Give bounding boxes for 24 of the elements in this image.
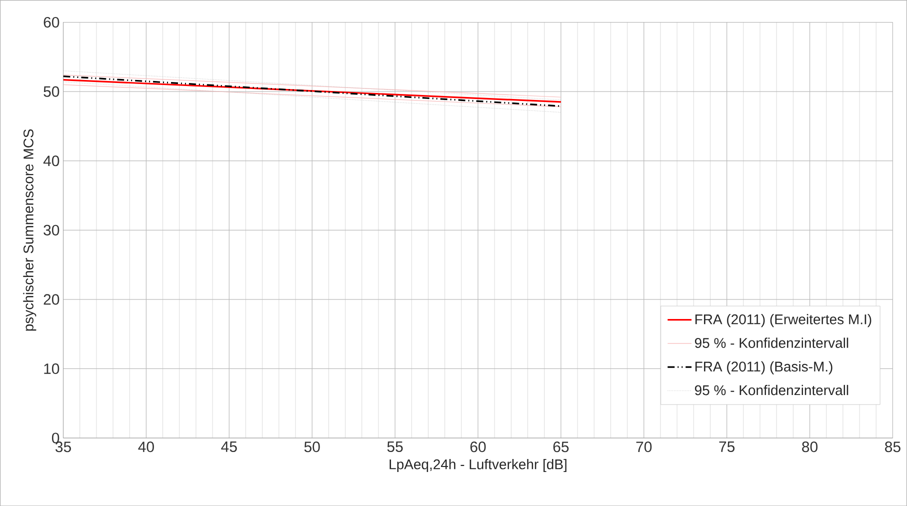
x-tick-label: 60 [470, 441, 486, 452]
y-tick-label: 20 [44, 294, 60, 305]
x-tick-label: 55 [387, 441, 403, 452]
legend-label: FRA (2011) (Basis-M.) [695, 361, 832, 374]
y-tick-label: 10 [44, 363, 60, 374]
y-tick-label: 30 [44, 224, 60, 236]
y-axis-title: psychischer Summenscore MCS [23, 129, 36, 331]
x-tick-label: 40 [138, 441, 154, 452]
x-tick-label: 85 [885, 441, 900, 452]
y-tick-label: 50 [44, 86, 60, 97]
legend-label: 95 % - Konfidenzintervall [694, 338, 848, 348]
x-tick-label: 45 [221, 441, 237, 452]
y-tick-label: 60 [44, 16, 60, 28]
legend-label: 95 % - Konfidenzintervall [694, 384, 848, 396]
legend-label: FRA (2011) (Erweitertes M.I) [695, 314, 872, 327]
y-tick-label: 0 [52, 432, 60, 444]
x-tick-label: 80 [802, 441, 818, 452]
y-tick-label: 40 [43, 155, 60, 166]
x-tick-label: 65 [553, 441, 569, 452]
x-tick-label: 70 [636, 441, 652, 452]
x-tick-label: 75 [719, 441, 735, 452]
x-tick-label: 35 [55, 441, 71, 452]
x-tick-label: 50 [304, 441, 320, 452]
x-axis-title: LpAeq,24h - Luftverkehr [dB] [390, 458, 566, 472]
